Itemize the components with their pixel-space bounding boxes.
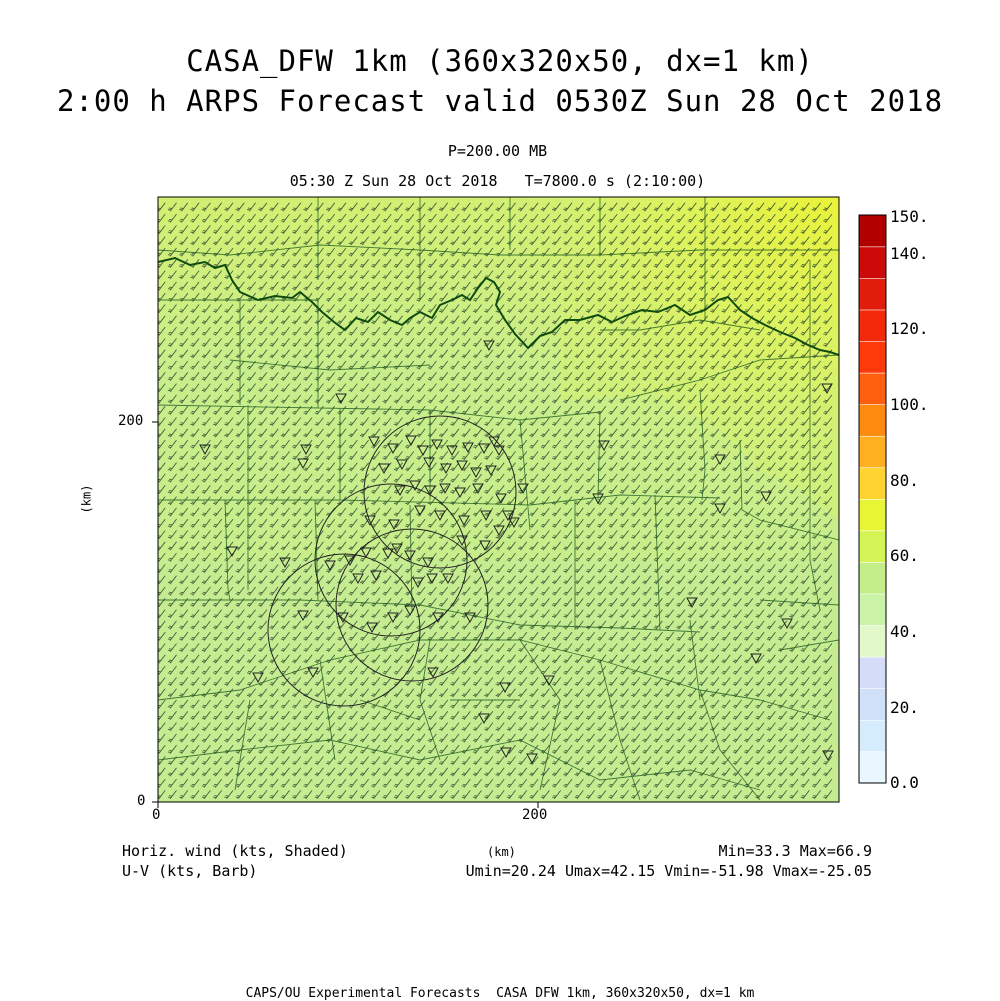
colorbar-label-20: 20.: [890, 698, 919, 717]
credit-line: CAPS/OU Experimental Forecasts CASA DFW …: [245, 986, 755, 1001]
red-river-state-line: [158, 256, 839, 356]
colorbar-segment: [858, 340, 887, 374]
colorbar-label-100: 100.: [890, 395, 929, 414]
station-triangles: [199, 340, 834, 765]
colorbar-segment: [858, 656, 887, 689]
colorbar-label-40: 40.: [890, 622, 919, 641]
colorbar-segment: [858, 498, 887, 532]
x-axis-ticks: [157, 802, 539, 808]
colorbar-segment: [858, 561, 887, 595]
y-axis-ticks: [152, 421, 158, 803]
colorbar-segment: [858, 467, 887, 500]
colorbar: [858, 214, 887, 784]
radar-ring-4: [267, 553, 421, 707]
shaded-field-description: Horiz. wind (kts, Shaded): [122, 842, 348, 860]
station-markers: [199, 340, 834, 765]
colorbar-label-140: 140.: [890, 244, 929, 263]
y-tick-label-0: 0: [137, 793, 146, 809]
plot-title-line1: CASA_DFW 1km (360x320x50, dx=1 km): [186, 44, 814, 78]
x-tick-label-0: 0: [152, 807, 161, 823]
colorbar-segment: [858, 593, 887, 626]
x-tick-label-200: 200: [522, 807, 548, 823]
plot-frame: [157, 196, 840, 803]
state-boundary: [158, 256, 839, 356]
colorbar-label-80: 80.: [890, 471, 919, 490]
x-axis-label: (km): [487, 845, 516, 859]
colorbar-label-150: 150.: [890, 207, 929, 226]
min-max-values: Min=33.3 Max=66.9: [718, 842, 872, 860]
valid-time-label: 05:30 Z Sun 28 Oct 2018 T=7800.0 s (2:10…: [289, 172, 706, 190]
county-lines: [158, 197, 839, 801]
colorbar-label-0: 0.0: [890, 773, 919, 792]
barb-field-description: U-V (kts, Barb): [122, 862, 258, 880]
colorbar-segment: [858, 751, 887, 784]
colorbar-segment: [858, 309, 887, 342]
colorbar-segment: [858, 277, 887, 311]
wind-barbs: [158, 202, 833, 800]
pressure-level-label: P=200.00 MB: [447, 142, 548, 160]
radar-ring-3: [335, 528, 489, 682]
county-boundaries: [158, 197, 839, 801]
colorbar-segment: [858, 435, 887, 469]
colorbar-segment: [858, 624, 887, 658]
colorbar-segment: [858, 372, 887, 405]
colorbar-segment: [858, 246, 887, 279]
uv-range-values: Umin=20.24 Umax=42.15 Vmin=-51.98 Vmax=-…: [465, 862, 872, 880]
radar-ring-1: [363, 415, 517, 569]
colorbar-segment: [858, 530, 887, 563]
colorbar-frame: [858, 214, 887, 784]
colorbar-label-60: 60.: [890, 546, 919, 565]
colorbar-segment: [858, 688, 887, 721]
colorbar-segment: [858, 404, 887, 437]
colorbar-segment: [858, 214, 887, 248]
y-axis-label: (km): [79, 484, 94, 514]
plot-title-line2: 2:00 h ARPS Forecast valid 0530Z Sun 28 …: [56, 84, 944, 118]
colorbar-label-120: 120.: [890, 319, 929, 338]
colorbar-segment: [858, 719, 887, 753]
wind-barb-grid: [158, 202, 833, 800]
y-tick-label-200: 200: [118, 413, 144, 429]
radar-range-rings: [267, 415, 517, 707]
